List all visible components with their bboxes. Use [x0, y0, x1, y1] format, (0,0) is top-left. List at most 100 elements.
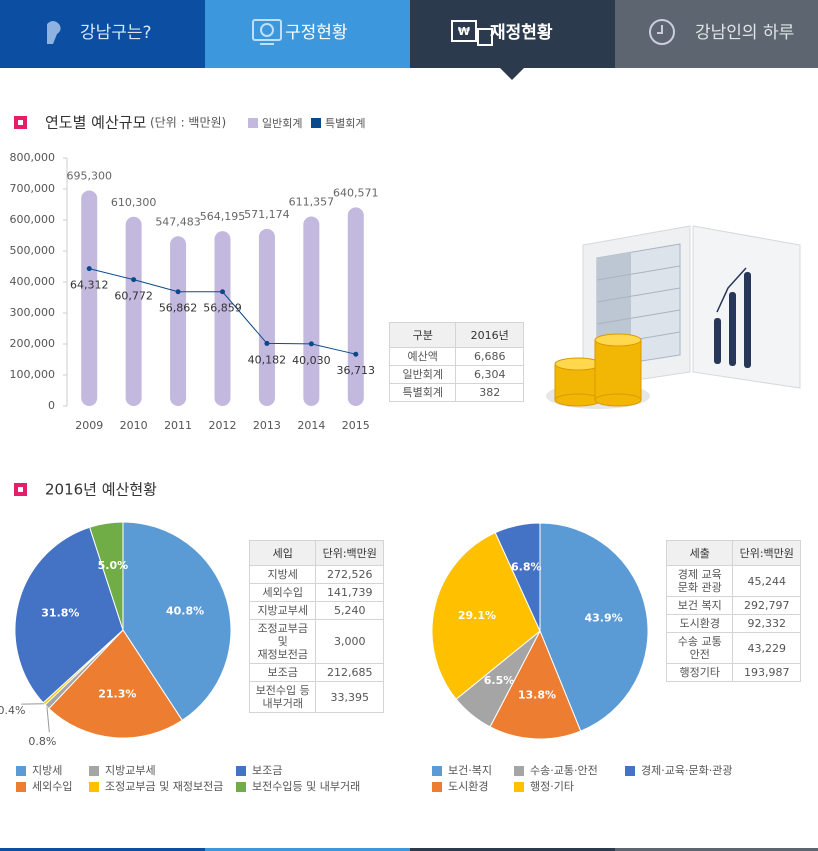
- chart-subtitle: (단위 : 백만원): [150, 116, 226, 130]
- x-tick-label: 2009: [75, 419, 103, 432]
- legend-swatch: [432, 782, 442, 792]
- table-row: 도시환경 92,332: [665, 614, 801, 633]
- footer-strip: [615, 848, 818, 851]
- x-tick-label: 2014: [297, 419, 325, 432]
- x-tick-label: 2012: [209, 419, 237, 432]
- tab-bg[interactable]: [410, 0, 615, 68]
- table-cell: 특별회계: [388, 383, 457, 402]
- data-label: 60,772: [114, 290, 153, 303]
- legend-label: 지방교부세: [105, 764, 156, 777]
- x-tick-label: 2015: [342, 419, 370, 432]
- table-row: 지방세 272,526: [248, 565, 384, 584]
- table-header-row: 구분 2016년: [388, 322, 524, 348]
- table-cell: 지방교부세: [248, 601, 317, 620]
- legend-label: 세외수입: [32, 780, 72, 793]
- pie-slice: [14, 526, 124, 704]
- bar: [303, 216, 320, 406]
- table-row: 보건 복지 292,797: [665, 596, 801, 615]
- x-tick-label: 2010: [120, 419, 148, 432]
- section-title: 2016년 예산현황: [45, 481, 157, 499]
- data-label: 6.8%: [511, 561, 542, 574]
- data-label: 0.8%: [28, 735, 56, 748]
- table-cell: 212,685: [315, 663, 384, 682]
- legend-label: 지방세: [32, 764, 62, 777]
- data-label: 43.9%: [585, 612, 623, 625]
- table-cell: 33,395: [315, 681, 384, 713]
- table-cell: 경제 교육 문화 관광: [665, 565, 734, 597]
- pie-slice: [489, 629, 582, 740]
- active-arrow: [499, 67, 525, 80]
- table-cell: 141,739: [315, 583, 384, 602]
- legend-swatch: [514, 782, 524, 792]
- tab-bg[interactable]: [615, 0, 818, 68]
- tab-icon: [451, 20, 493, 46]
- bar: [214, 231, 231, 406]
- table-row: 보전수입 등 내부거래 33,395: [248, 681, 384, 713]
- table-cell: 지방세: [248, 565, 317, 584]
- legend-swatch: [236, 766, 246, 776]
- legend-swatch: [514, 766, 524, 776]
- data-label: 13.8%: [518, 689, 556, 702]
- data-label: 611,357: [289, 195, 335, 208]
- data-label: 40.8%: [166, 604, 204, 617]
- line-point: [264, 340, 270, 346]
- table-cell: 5,240: [315, 601, 384, 620]
- bar: [170, 236, 187, 406]
- bar: [347, 207, 364, 406]
- data-table: 구분 2016년 예산액 6,686 일반회계 6,304 특별회계 382: [388, 322, 524, 402]
- table-header: 2016년: [455, 322, 524, 348]
- table-cell: 92,332: [732, 614, 801, 633]
- y-tick-label: 100,000: [10, 368, 56, 381]
- pie-slice: [431, 532, 541, 700]
- legend-swatch: [311, 118, 321, 128]
- data-label: 40,030: [292, 354, 331, 367]
- legend-swatch: [89, 782, 99, 792]
- table-cell: 193,987: [732, 663, 801, 682]
- tab-label[interactable]: 구정현황: [285, 23, 348, 43]
- tab-label[interactable]: 재정현황: [490, 23, 553, 43]
- table-row: 조정교부금 및 재정보전금 3,000: [248, 619, 384, 664]
- line-point: [220, 289, 225, 295]
- footer-strip: [410, 848, 615, 851]
- footer-strip: [205, 848, 410, 851]
- data-label: 36,713: [337, 364, 376, 377]
- y-tick-label: 800,000: [10, 151, 56, 164]
- table-header: 구분: [388, 322, 457, 348]
- table-row: 보조금 212,685: [248, 663, 384, 682]
- tab-label[interactable]: 강남인의 하루: [695, 23, 794, 43]
- y-tick-label: 500,000: [10, 244, 56, 257]
- table-row: 지방교부세 5,240: [248, 601, 384, 620]
- tab-icon: ₩: [458, 25, 470, 38]
- table-cell: 272,526: [315, 565, 384, 584]
- tab-bg[interactable]: [205, 0, 410, 68]
- table-cell: 수송 교통 안전: [665, 632, 734, 664]
- data-label: 56,859: [203, 302, 242, 315]
- y-tick-label: 400,000: [10, 275, 56, 288]
- data-label: 640,571: [333, 186, 379, 199]
- bar: [81, 190, 98, 406]
- table-cell: 보전수입 등 내부거래: [248, 681, 317, 713]
- table-row: 경제 교육 문화 관광 45,244: [665, 565, 801, 597]
- data-table: 세출 단위:백만원 경제 교육 문화 관광 45,244 보건 복지 292,797 도시환…: [665, 540, 801, 682]
- tab-bg[interactable]: [0, 0, 205, 68]
- table-header-row: 세출 단위:백만원: [665, 540, 801, 566]
- table-cell: 보조금: [248, 663, 317, 682]
- table-row: 예산액 6,686: [388, 347, 524, 366]
- table-header: 단위:백만원: [315, 540, 384, 566]
- table-cell: 세외수입: [248, 583, 317, 602]
- legend-label: 보조금: [252, 764, 282, 777]
- data-label: 547,483: [155, 215, 201, 228]
- legend-swatch: [625, 766, 635, 776]
- chart-title: 연도별 예산규모: [45, 114, 147, 132]
- legend-label: 보전수입등 및 내부거래: [252, 780, 360, 793]
- legend-swatch: [16, 766, 26, 776]
- section-marker: [18, 120, 23, 125]
- section-marker: [18, 487, 23, 492]
- tab-label[interactable]: 강남구는?: [80, 23, 152, 43]
- data-table: 세입 단위:백만원 지방세 272,526 세외수입 141,739 지방교부세 5,240 조…: [248, 540, 384, 713]
- data-label: 64,312: [70, 279, 109, 292]
- table-cell: 3,000: [315, 619, 384, 664]
- table-row: 일반회계 6,304: [388, 365, 524, 384]
- data-label: 571,174: [244, 208, 290, 221]
